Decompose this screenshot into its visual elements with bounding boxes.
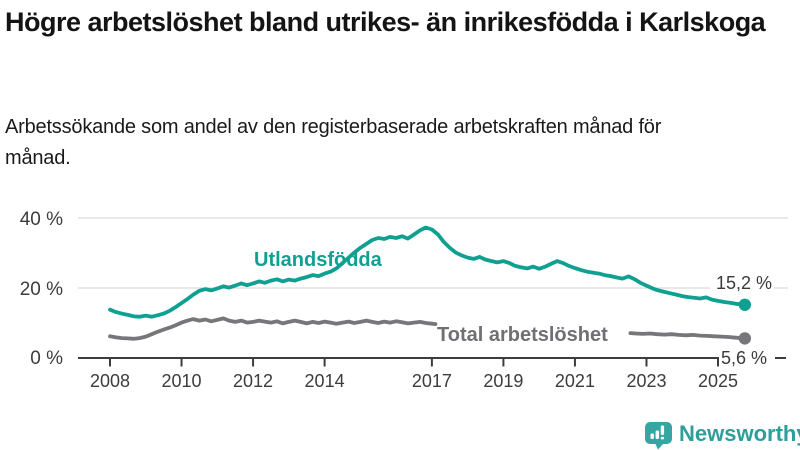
series-label-utlandsfodda: Utlandsfödda (254, 249, 382, 271)
x-axis-tick-label-2008: 2008 (89, 371, 131, 391)
x-axis-tick-label-2019: 2019 (483, 371, 524, 391)
chart-title: Högre arbetslöshet bland utrikes- än inr… (5, 7, 766, 37)
x-axis-tick-label-2025: 2025 (697, 371, 739, 391)
y-axis-tick-label-0: 0 % (30, 348, 63, 369)
x-axis-tick-label-2012: 2012 (233, 371, 274, 391)
series-utlandsfodda-end-dot (738, 298, 752, 311)
y-axis-tick-label-20: 20 % (19, 279, 63, 300)
end-value-label-utlandsfodda: 15,2 % (710, 274, 774, 293)
x-axis-tick-label-2014: 2014 (304, 371, 345, 391)
series-total-end-dot (738, 332, 752, 345)
chart-subtitle: Arbetssökande som andel av den registerb… (5, 116, 662, 169)
x-axis-tick-label-2023: 2023 (626, 371, 667, 391)
x-axis-tick-label-2017: 2017 (411, 371, 452, 391)
series-label-total-arbetsloshet: Total arbetslöshet (437, 324, 608, 346)
series-total-line-segment-1 (108, 316, 438, 341)
x-axis-tick-label-2021: 2021 (554, 371, 595, 391)
newsworthy-brand-link[interactable]: Newsworthy (679, 421, 800, 446)
series-utlandsfodda-line (108, 225, 747, 319)
y-axis-tick-label-40: 40 % (19, 209, 63, 230)
end-value-label-total: 5,6 % (719, 349, 775, 368)
series-total-line-segment-2 (628, 331, 747, 341)
x-axis-tick-label-2010: 2010 (161, 371, 202, 391)
newsworthy-logo-icon (645, 422, 672, 450)
